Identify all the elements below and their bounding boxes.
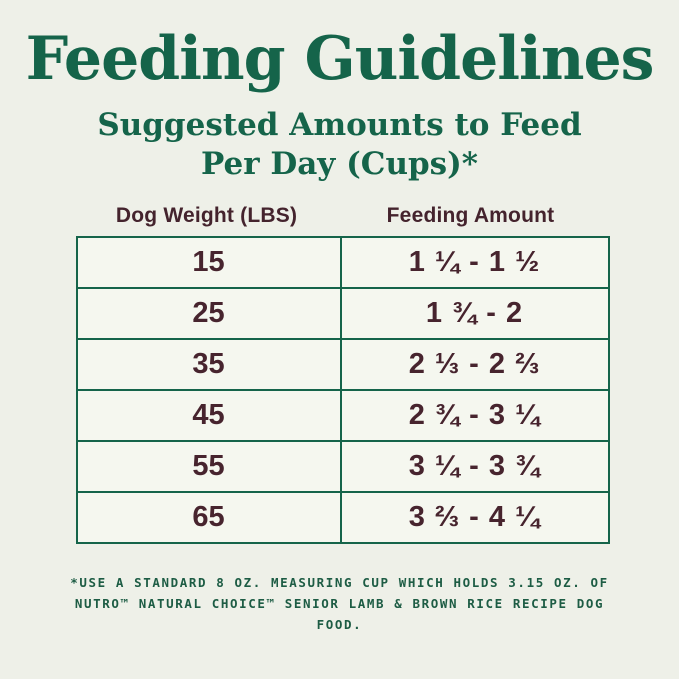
table-row: 45 2 ¾ - 3 ¼	[75, 388, 610, 442]
feeding-amount-cell: 2 ¾ - 3 ¼	[339, 388, 610, 442]
dog-weight-cell: 15	[75, 235, 342, 289]
dog-weight-cell: 65	[75, 490, 342, 544]
table-row: 55 3 ¼ - 3 ¾	[75, 439, 610, 493]
table-row: 65 3 ⅔ - 4 ¼	[75, 490, 610, 544]
table-row: 15 1 ¼ - 1 ½	[75, 235, 610, 289]
table-row: 35 2 ⅓ - 2 ⅔	[75, 337, 610, 391]
page-title: Feeding Guidelines	[25, 24, 655, 94]
feeding-amount-cell: 3 ⅔ - 4 ¼	[339, 490, 610, 544]
dog-weight-cell: 35	[75, 337, 342, 391]
subtitle-line-2: Per Day (Cups)*	[201, 145, 478, 182]
feeding-table: 15 1 ¼ - 1 ½ 25 1 ¾ - 2 35 2 ⅓ - 2 ⅔ 45 …	[75, 235, 610, 544]
dog-weight-cell: 45	[75, 388, 342, 442]
page-subtitle: Suggested Amounts to Feed Per Day (Cups)…	[97, 106, 581, 184]
subtitle-line-1: Suggested Amounts to Feed	[97, 107, 582, 143]
footnote-line-1: *USE A STANDARD 8 OZ. MEASURING CUP WHIC…	[70, 574, 609, 590]
feeding-amount-cell: 2 ⅓ - 2 ⅔	[339, 337, 610, 391]
feeding-amount-cell: 3 ¼ - 3 ¾	[339, 439, 610, 493]
feeding-amount-cell: 1 ¾ - 2	[339, 286, 610, 340]
footnote-line-2: NUTRO™ NATURAL CHOICE™ SENIOR LAMB & BRO…	[74, 595, 605, 632]
feeding-amount-cell: 1 ¼ - 1 ½	[339, 235, 610, 289]
dog-weight-cell: 55	[75, 439, 342, 493]
column-header-feeding-amount: Feeding Amount	[386, 203, 555, 227]
feeding-table-section: Dog Weight (LBS) Feeding Amount 15 1 ¼ -…	[75, 204, 610, 544]
table-column-headers: Dog Weight (LBS) Feeding Amount	[76, 204, 604, 228]
dog-weight-cell: 25	[75, 286, 342, 340]
column-header-dog-weight: Dog Weight (LBS)	[115, 203, 298, 227]
footnote: *USE A STANDARD 8 OZ. MEASURING CUP WHIC…	[60, 572, 620, 636]
table-row: 25 1 ¾ - 2	[75, 286, 610, 340]
